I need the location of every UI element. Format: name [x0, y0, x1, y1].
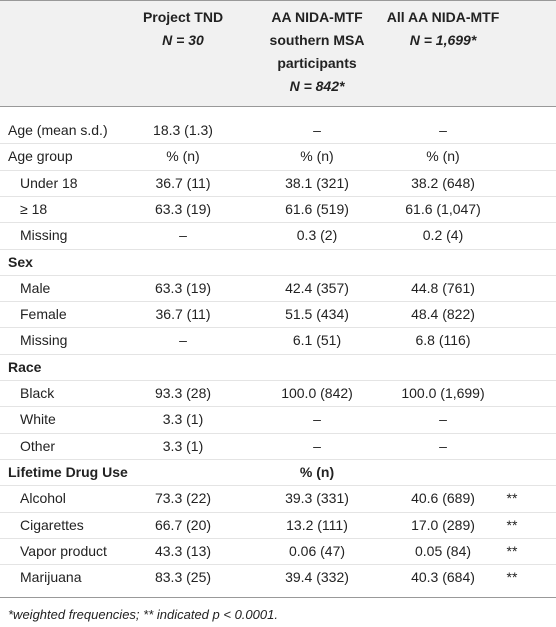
row-rule: [0, 143, 556, 145]
row-label: Sex: [8, 253, 33, 270]
row-label: White: [20, 411, 56, 428]
column-header: N = 1,699*: [409, 32, 477, 48]
cell: –: [439, 411, 447, 428]
significance: **: [506, 542, 518, 559]
cell: 48.4 (822): [411, 306, 475, 323]
column-header: southern MSA: [269, 32, 365, 48]
cell: 17.0 (289): [411, 516, 475, 533]
row-label: Male: [20, 279, 51, 296]
cell: –: [313, 437, 321, 454]
cell: 100.0 (1,699): [401, 385, 485, 401]
cell: –: [439, 437, 447, 454]
row-label: Age (mean s.d.): [8, 122, 108, 138]
cell: 44.8 (761): [411, 279, 475, 296]
row-label: Marijuana: [20, 569, 82, 586]
row-label: Race: [8, 358, 42, 375]
cell: 6.1 (51): [292, 332, 342, 349]
column-header: N = 30: [162, 32, 204, 48]
cell: –: [313, 122, 321, 138]
cell: 0.3 (2): [296, 227, 338, 244]
cell: 36.7 (11): [155, 174, 211, 191]
cell: –: [179, 332, 187, 349]
row-label: Cigarettes: [20, 516, 84, 533]
row-label: Black: [20, 385, 55, 401]
row-rule: [0, 432, 556, 434]
cell: 38.1 (321): [285, 174, 349, 191]
cell: 66.7 (20): [154, 516, 212, 533]
cell: 63.3 (19): [154, 200, 212, 217]
cell: 40.6 (689): [411, 490, 475, 507]
cell: % (n): [300, 148, 334, 165]
cell: 83.3 (25): [154, 569, 212, 586]
row-label: Lifetime Drug Use: [8, 463, 128, 480]
cell: % (n): [299, 463, 335, 480]
cell: 3.3 (1): [162, 411, 204, 428]
column-header: All AA NIDA-MTF: [386, 9, 500, 25]
cell: 18.3 (1.3): [153, 122, 213, 138]
row-rule: [0, 511, 556, 513]
significance: **: [506, 516, 518, 533]
cell: 93.3 (28): [154, 385, 212, 401]
footnote: *weighted frequencies; ** indicated p < …: [8, 607, 278, 622]
row-rule: [0, 380, 556, 381]
row-rule: [0, 169, 556, 171]
row-rule: [0, 248, 556, 250]
row-label: Under 18: [20, 174, 78, 191]
cell: –: [313, 411, 321, 428]
column-header: Project TND: [142, 9, 224, 25]
row-rule: [0, 195, 556, 197]
row-label: Vapor product: [20, 542, 107, 559]
row-rule: [0, 327, 556, 329]
row-label: Missing: [20, 227, 68, 244]
cell: –: [439, 122, 447, 138]
row-rule: [0, 406, 556, 408]
row-rule: [0, 564, 556, 566]
cell: 51.5 (434): [285, 306, 349, 323]
table-header: [0, 0, 556, 107]
cell: 13.2 (111): [286, 516, 348, 533]
cell: 61.6 (519): [285, 200, 349, 217]
cell: 39.4 (332): [285, 569, 349, 586]
row-label: Other: [20, 437, 56, 454]
cell: 39.3 (331): [285, 490, 349, 507]
cell: 36.7 (11): [155, 306, 211, 323]
significance: **: [506, 490, 518, 507]
cell: 0.05 (84): [414, 542, 472, 559]
row-label: Missing: [20, 332, 68, 349]
cell: 63.3 (19): [154, 279, 212, 296]
cell: 73.3 (22): [154, 490, 212, 507]
row-rule: [0, 222, 556, 224]
cell: 100.0 (842): [281, 385, 353, 401]
cell: % (n): [426, 148, 460, 165]
row-rule: [0, 274, 556, 276]
cell: 0.06 (47): [288, 542, 346, 559]
row-label: Age group: [8, 148, 73, 165]
cell: 43.3 (13): [154, 542, 212, 559]
row-rule: [0, 537, 556, 539]
row-label: ≥ 18: [20, 200, 48, 217]
cell: % (n): [166, 148, 200, 165]
cell: 6.8 (116): [415, 332, 471, 349]
row-label: Female: [20, 306, 67, 323]
cell: 61.6 (1,047): [405, 200, 481, 217]
row-rule: [0, 353, 556, 355]
row-rule: [0, 458, 556, 460]
column-header: AA NIDA-MTF: [271, 9, 363, 25]
cell: 38.2 (648): [411, 174, 475, 191]
cell: –: [179, 227, 187, 244]
cell: 42.4 (357): [285, 279, 349, 296]
row-rule: [0, 485, 556, 487]
row-label: Alcohol: [20, 490, 66, 507]
cell: 40.3 (684): [411, 569, 475, 586]
column-header: participants: [277, 55, 357, 71]
row-rule: [0, 301, 556, 303]
table-bottom-rule: [0, 597, 556, 598]
significance: **: [506, 569, 518, 586]
cell: 3.3 (1): [162, 437, 204, 454]
cell: 0.2 (4): [422, 227, 464, 244]
column-header: N = 842*: [289, 78, 345, 94]
